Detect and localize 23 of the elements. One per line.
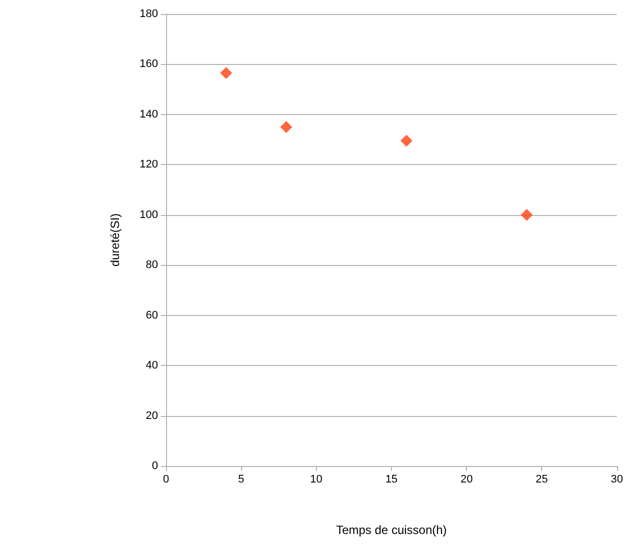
y-tick-label: 180 xyxy=(140,8,158,20)
point xyxy=(280,121,292,133)
y-tick-label: 140 xyxy=(140,108,158,120)
x-tick-label: 5 xyxy=(238,474,244,486)
x-tick-label: 15 xyxy=(385,474,398,486)
x-tick-label: 30 xyxy=(610,474,624,486)
y-tick-label: 20 xyxy=(146,410,158,422)
y-tick-label: 80 xyxy=(146,259,158,272)
x-tick-label: 25 xyxy=(536,474,548,486)
y-tick-label: 40 xyxy=(146,360,158,372)
point xyxy=(400,134,412,147)
point xyxy=(520,208,533,221)
y-tick-label: 160 xyxy=(140,58,158,70)
y-tick-label: 120 xyxy=(140,158,158,171)
y-tick-label: 60 xyxy=(146,309,158,322)
y-axis-title: dureté(SI) xyxy=(108,213,122,267)
y-tick-label: 0 xyxy=(152,460,158,472)
x-tick-label: 10 xyxy=(310,474,322,486)
x-tick-label: 20 xyxy=(460,474,473,486)
y-tick-label: 100 xyxy=(140,208,158,221)
x-axis-title: Temps de cuisson(h) xyxy=(336,523,447,537)
x-tick-label: 0 xyxy=(162,474,170,486)
point xyxy=(220,67,232,80)
